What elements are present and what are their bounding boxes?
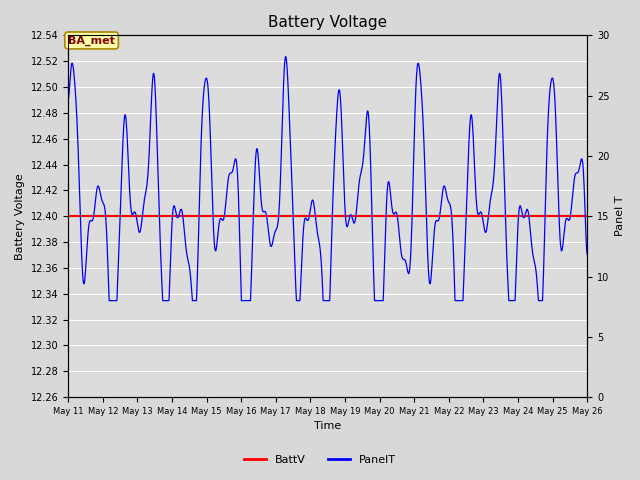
- Legend: BattV, PanelT: BattV, PanelT: [239, 451, 401, 469]
- Text: BA_met: BA_met: [68, 36, 115, 46]
- Y-axis label: Battery Voltage: Battery Voltage: [15, 173, 25, 260]
- Title: Battery Voltage: Battery Voltage: [268, 15, 387, 30]
- X-axis label: Time: Time: [314, 421, 341, 432]
- Y-axis label: Panel T: Panel T: [615, 196, 625, 237]
